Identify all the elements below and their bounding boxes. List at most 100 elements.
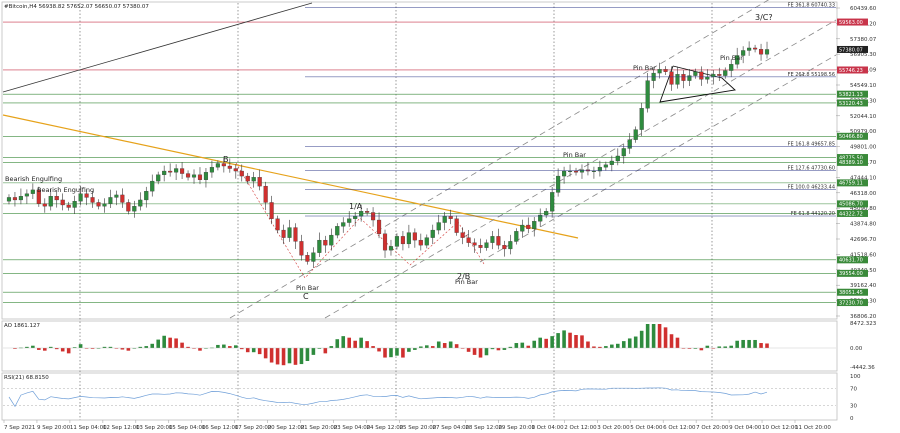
candle-body-18: [115, 195, 119, 198]
time-axis-label-15: 29 Sep 20:00: [498, 425, 535, 431]
ao-bar-112: [676, 338, 680, 348]
candle-body-59: [359, 211, 363, 216]
ao-bar-5: [37, 348, 41, 350]
ao-bar-98: [592, 346, 596, 348]
price-tag-7: 48389.10: [839, 160, 863, 166]
annotation-9: Pin Bar: [633, 64, 656, 72]
ao-bar-10: [67, 348, 71, 353]
time-axis-label-10: 23 Sep 04:00: [334, 425, 371, 431]
ao-bar-78: [473, 348, 477, 355]
candle-body-68: [413, 233, 417, 241]
candle-body-38: [234, 169, 238, 172]
annotation-4: Pin Bar: [296, 284, 319, 292]
candle-body-81: [491, 236, 495, 242]
candle-body-109: [658, 69, 662, 73]
fib-label-3: FE 127.6 47730.60: [788, 166, 835, 172]
candle-body-92: [556, 176, 560, 192]
ao-bar-47: [288, 348, 292, 363]
price-axis-label-18: 39162.40: [850, 283, 877, 289]
ao-bar-68: [413, 348, 417, 350]
candle-body-13: [85, 194, 89, 198]
candle-body-55: [335, 226, 339, 235]
price-tag-14: 37230.70: [839, 300, 863, 306]
candle-body-103: [622, 148, 626, 156]
time-axis-label-13: 27 Sep 04:00: [432, 425, 469, 431]
ao-bar-73: [443, 343, 447, 348]
candle-body-70: [425, 238, 429, 246]
ao-scale-label-0: 8472.323: [850, 321, 877, 327]
candle-body-120: [723, 71, 727, 76]
ao-bar-28: [174, 338, 178, 348]
price-axis-label-0: 60439.60: [850, 6, 877, 12]
price-tag-4: 53120.43: [839, 101, 863, 107]
candle-body-110: [664, 69, 668, 72]
ao-bar-49: [300, 348, 304, 364]
price-tag-9: 45086.70: [839, 202, 863, 208]
time-axis-label-19: 5 Oct 04:00: [630, 425, 663, 431]
candle-body-98: [592, 171, 596, 172]
candle-body-90: [544, 211, 548, 215]
ao-bar-77: [467, 348, 471, 352]
candle-body-69: [419, 240, 423, 245]
ao-bar-125: [753, 340, 757, 348]
ao-bar-70: [425, 345, 429, 348]
candle-body-41: [252, 177, 256, 181]
price-axis-label-14: 43874.80: [850, 222, 877, 228]
candle-body-7: [49, 196, 53, 206]
fib-label-5: FE 61.8 44120.20: [791, 211, 835, 217]
candle-body-37: [228, 166, 232, 169]
fib-label-4: FE 100.0 46233.44: [788, 184, 835, 190]
price-axis-label-7: 52044.10: [850, 114, 877, 120]
candle-body-10: [67, 205, 71, 208]
candle-body-35: [216, 164, 220, 168]
candle-body-54: [329, 235, 333, 245]
ao-bar-56: [341, 336, 345, 348]
candle-body-12: [79, 194, 83, 202]
candle-body-112: [676, 74, 680, 84]
ao-bar-116: [700, 348, 704, 350]
fib-label-2: FE 161.8 49657.85: [788, 141, 835, 147]
ao-bar-53: [324, 348, 328, 353]
ao-bar-63: [383, 348, 387, 358]
ao-bar-38: [234, 345, 238, 348]
candle-body-66: [401, 236, 405, 244]
candle-body-100: [604, 165, 608, 168]
annotation-2: B: [223, 155, 229, 164]
ao-bar-41: [252, 348, 256, 352]
ao-bar-83: [503, 348, 507, 350]
price-tag-3: 53821.13: [839, 92, 863, 98]
candle-body-127: [765, 49, 769, 54]
ao-bar-59: [359, 338, 363, 348]
fib-label-1: FE 261.8 55198.56: [788, 72, 835, 78]
time-axis-label-1: 9 Sep 20:00: [37, 425, 71, 431]
candle-body-34: [210, 167, 214, 172]
candle-body-25: [156, 175, 160, 181]
candle-body-15: [97, 202, 101, 206]
rsi-label: RSI(21) 68.8150: [4, 375, 49, 381]
time-axis-label-14: 28 Sep 12:00: [465, 425, 502, 431]
price-axis-label-9: 49801.00: [850, 145, 877, 151]
ao-bar-65: [395, 348, 399, 356]
ao-bar-88: [532, 341, 536, 348]
time-axis-label-12: 25 Sep 20:00: [400, 425, 437, 431]
time-axis-label-3: 12 Sep 12:00: [103, 425, 140, 431]
ao-bar-35: [216, 345, 220, 348]
candle-body-75: [455, 219, 459, 233]
ao-bar-27: [168, 338, 172, 348]
candle-body-40: [246, 176, 250, 181]
candle-body-87: [526, 225, 530, 229]
ao-bar-105: [634, 337, 638, 348]
candle-body-78: [473, 243, 477, 246]
candle-body-74: [449, 216, 453, 219]
candle-body-101: [610, 161, 614, 165]
time-axis-label-21: 7 Oct 20:00: [696, 425, 729, 431]
ao-bar-101: [610, 345, 614, 348]
ao-bar-80: [485, 348, 489, 355]
time-axis-label-7: 17 Sep 20:00: [235, 425, 272, 431]
candle-body-105: [634, 130, 638, 140]
candle-body-84: [508, 241, 512, 249]
candle-body-17: [109, 197, 113, 203]
candle-body-28: [174, 169, 178, 173]
ao-bar-26: [162, 336, 166, 348]
